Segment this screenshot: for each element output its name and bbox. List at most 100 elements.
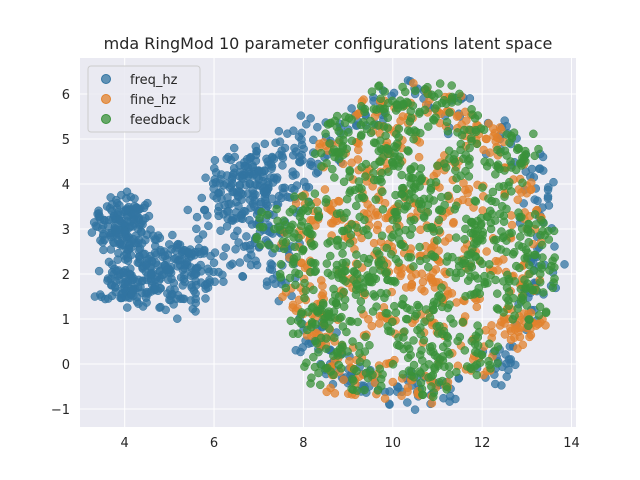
data-point — [288, 329, 298, 338]
data-point — [397, 391, 406, 400]
data-point — [529, 266, 539, 275]
data-point — [440, 200, 449, 210]
data-point — [537, 240, 547, 250]
data-point — [192, 224, 201, 234]
data-point — [451, 233, 461, 242]
data-point — [452, 173, 461, 183]
data-point — [296, 111, 306, 120]
data-point — [324, 309, 334, 319]
data-point — [423, 82, 432, 92]
data-point — [522, 301, 532, 310]
data-point — [349, 376, 358, 386]
legend-item-freq-hz: freq_hz — [101, 73, 178, 88]
data-point — [355, 212, 365, 222]
data-point — [229, 143, 239, 153]
data-point — [517, 188, 526, 197]
data-point — [530, 151, 539, 161]
data-point — [325, 324, 334, 333]
data-point — [406, 113, 416, 123]
x-tick-label: 4 — [121, 436, 129, 451]
data-point — [414, 199, 424, 209]
data-point — [548, 283, 558, 293]
data-point — [347, 384, 356, 394]
data-point — [322, 158, 331, 168]
data-point — [374, 250, 384, 259]
data-point — [468, 110, 477, 119]
data-point — [292, 252, 301, 262]
data-point — [106, 245, 116, 254]
data-point — [487, 321, 496, 330]
data-point — [510, 325, 520, 334]
data-point — [281, 237, 291, 247]
data-point — [352, 201, 361, 211]
data-point — [383, 275, 392, 285]
data-point — [453, 128, 462, 137]
data-point — [381, 131, 390, 141]
data-point — [346, 230, 356, 240]
data-point — [461, 292, 470, 301]
data-point — [453, 336, 462, 346]
data-point — [291, 280, 300, 290]
data-point — [514, 144, 524, 153]
data-point — [370, 160, 379, 170]
data-point — [380, 87, 389, 96]
data-point — [224, 152, 233, 162]
legend-item-feedback: feedback — [101, 113, 190, 128]
data-point — [352, 366, 361, 376]
data-point — [356, 297, 366, 306]
data-point — [347, 158, 356, 168]
data-point — [173, 314, 182, 323]
data-point — [313, 206, 323, 216]
data-point — [94, 206, 103, 216]
data-point — [332, 236, 342, 245]
y-tick-label: −1 — [51, 403, 70, 418]
data-point — [361, 172, 370, 181]
data-point — [410, 193, 419, 203]
data-point — [379, 104, 388, 114]
data-point — [388, 317, 397, 327]
data-point — [209, 258, 219, 268]
data-point — [440, 237, 450, 246]
data-point — [534, 311, 544, 320]
data-point — [271, 138, 280, 148]
data-point — [176, 261, 185, 270]
data-point — [334, 360, 344, 370]
data-point — [533, 196, 542, 206]
data-point — [134, 275, 143, 285]
x-tick-label: 8 — [299, 436, 307, 451]
data-point — [460, 346, 470, 355]
data-point — [420, 317, 429, 326]
data-point — [427, 372, 436, 381]
data-point — [214, 202, 224, 212]
data-point — [447, 81, 456, 90]
data-point — [449, 155, 458, 164]
data-point — [98, 221, 108, 230]
data-point — [470, 271, 480, 280]
data-point — [268, 153, 277, 163]
data-point — [337, 340, 347, 350]
data-point — [414, 152, 424, 162]
data-point — [437, 283, 446, 292]
data-point — [364, 315, 373, 324]
data-point — [416, 225, 425, 235]
data-point — [406, 127, 415, 137]
data-point — [443, 191, 452, 201]
data-point — [314, 347, 323, 357]
data-point — [362, 124, 372, 134]
data-point — [288, 300, 298, 310]
data-point — [353, 259, 362, 269]
data-point — [373, 210, 382, 220]
data-point — [367, 87, 377, 96]
data-point — [409, 134, 418, 144]
data-point — [127, 277, 136, 286]
data-point — [150, 235, 160, 244]
data-point — [467, 133, 476, 143]
data-point — [541, 308, 551, 318]
data-point — [326, 383, 335, 393]
data-point — [449, 219, 458, 228]
data-point — [192, 212, 202, 222]
data-point — [143, 198, 152, 208]
data-point — [228, 179, 237, 188]
data-point — [443, 303, 453, 313]
data-point — [345, 238, 355, 248]
